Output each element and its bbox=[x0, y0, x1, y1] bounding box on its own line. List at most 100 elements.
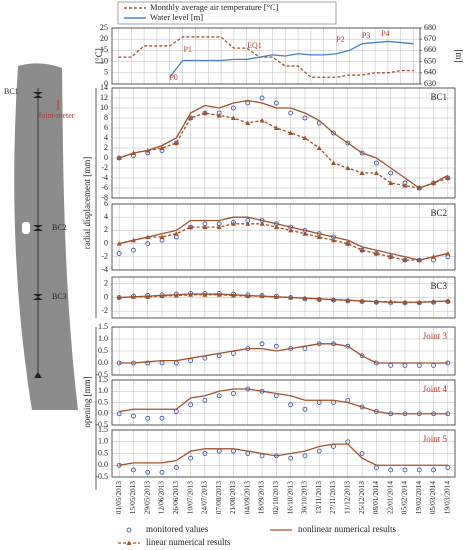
marker bbox=[245, 293, 251, 299]
marker bbox=[130, 150, 136, 155]
marker bbox=[431, 467, 436, 473]
marker bbox=[402, 183, 408, 188]
x-tick-label: 19/03/2014 bbox=[443, 481, 452, 515]
marker bbox=[345, 241, 351, 246]
diagram-label: BC3 bbox=[52, 292, 67, 301]
marker bbox=[173, 465, 179, 471]
marker bbox=[359, 247, 365, 253]
legend-label: linear numerical results bbox=[146, 537, 231, 547]
marker bbox=[388, 254, 394, 259]
plot-frame bbox=[111, 276, 456, 319]
y-tick-label: 10 bbox=[100, 56, 108, 65]
marker bbox=[145, 360, 151, 366]
marker bbox=[402, 467, 408, 473]
marker bbox=[145, 294, 151, 299]
marker bbox=[316, 145, 322, 150]
annotation: P0 bbox=[169, 73, 177, 82]
marker bbox=[373, 251, 379, 256]
marker bbox=[131, 247, 136, 253]
y-tick-label: -4 bbox=[101, 265, 108, 274]
y2-tick-label: 670 bbox=[424, 34, 436, 43]
marker bbox=[116, 241, 122, 246]
plot-frame bbox=[111, 27, 421, 85]
marker bbox=[230, 115, 236, 120]
x-tick-label: 01/05/2013 bbox=[114, 481, 123, 515]
series-line bbox=[119, 293, 448, 303]
marker bbox=[131, 413, 136, 419]
marker bbox=[445, 298, 451, 303]
marker bbox=[145, 234, 151, 239]
marker bbox=[173, 292, 179, 298]
x-tick-label: 25/12/2013 bbox=[357, 481, 366, 515]
marker bbox=[273, 224, 279, 230]
marker bbox=[288, 130, 294, 135]
marker bbox=[388, 467, 394, 473]
plot-frame bbox=[111, 203, 456, 271]
sensor-bc3 bbox=[33, 294, 43, 300]
marker bbox=[302, 453, 308, 459]
panel-title: BC1 bbox=[430, 92, 447, 102]
marker bbox=[130, 237, 136, 243]
y-tick-label: -4 bbox=[101, 173, 108, 182]
y2-tick-label: 640 bbox=[424, 68, 436, 77]
marker bbox=[273, 100, 279, 106]
marker bbox=[373, 160, 379, 166]
marker bbox=[173, 231, 179, 236]
plot-frame bbox=[111, 87, 456, 199]
x-tick-label: 10/07/2013 bbox=[185, 481, 194, 515]
marker bbox=[331, 297, 337, 302]
series-line bbox=[119, 443, 448, 466]
marker bbox=[302, 135, 308, 140]
marker bbox=[188, 115, 194, 120]
x-tick-label: 18/09/2013 bbox=[257, 481, 266, 515]
x-tick-label: 07/08/2013 bbox=[214, 481, 223, 515]
y-tick-label: 1.0 bbox=[98, 437, 108, 446]
marker bbox=[288, 455, 294, 461]
marker bbox=[273, 343, 279, 349]
marker bbox=[302, 406, 308, 412]
series-line bbox=[118, 112, 449, 189]
series-line bbox=[118, 36, 414, 78]
marker bbox=[259, 341, 265, 347]
x-tick-label: 12/06/2013 bbox=[157, 481, 166, 515]
y-tick-label: -0.5 bbox=[95, 420, 108, 429]
marker bbox=[159, 145, 165, 150]
marker bbox=[431, 180, 437, 185]
marker bbox=[202, 397, 208, 403]
series-line bbox=[118, 99, 449, 189]
y-tick-label: 2 bbox=[104, 225, 108, 234]
y-tick-label: 0.5 bbox=[98, 346, 108, 355]
y-tick-label: -8 bbox=[101, 193, 108, 202]
marker bbox=[131, 467, 136, 473]
marker bbox=[145, 415, 151, 421]
marker bbox=[231, 391, 236, 396]
marker bbox=[359, 353, 365, 359]
marker bbox=[145, 148, 151, 153]
y-tick-label: 0 bbox=[104, 238, 108, 247]
y-tick-label: 1.0 bbox=[98, 334, 108, 343]
marker bbox=[216, 292, 222, 297]
annotation: P4 bbox=[381, 29, 389, 38]
y-tick-label: 1.0 bbox=[98, 386, 108, 395]
marker bbox=[145, 241, 151, 247]
marker bbox=[202, 110, 208, 115]
marker bbox=[359, 298, 365, 303]
y-tick-label: 0.5 bbox=[98, 448, 108, 457]
marker bbox=[116, 295, 122, 300]
marker bbox=[288, 402, 294, 408]
x-tick-label: 30/10/2013 bbox=[300, 481, 309, 515]
marker bbox=[188, 224, 194, 230]
series-line bbox=[119, 388, 448, 415]
marker bbox=[302, 115, 308, 121]
marker bbox=[302, 231, 308, 236]
y-tick-label: 0.0 bbox=[98, 460, 108, 469]
marker bbox=[345, 140, 351, 146]
marker bbox=[216, 224, 222, 230]
marker bbox=[259, 95, 265, 101]
sensor-bc1 bbox=[33, 92, 43, 98]
marker bbox=[431, 254, 437, 259]
y-tick-label: -2 bbox=[101, 306, 108, 315]
marker bbox=[159, 234, 165, 239]
y-axis-label: opening [mm] bbox=[82, 376, 92, 427]
marker bbox=[116, 251, 122, 256]
